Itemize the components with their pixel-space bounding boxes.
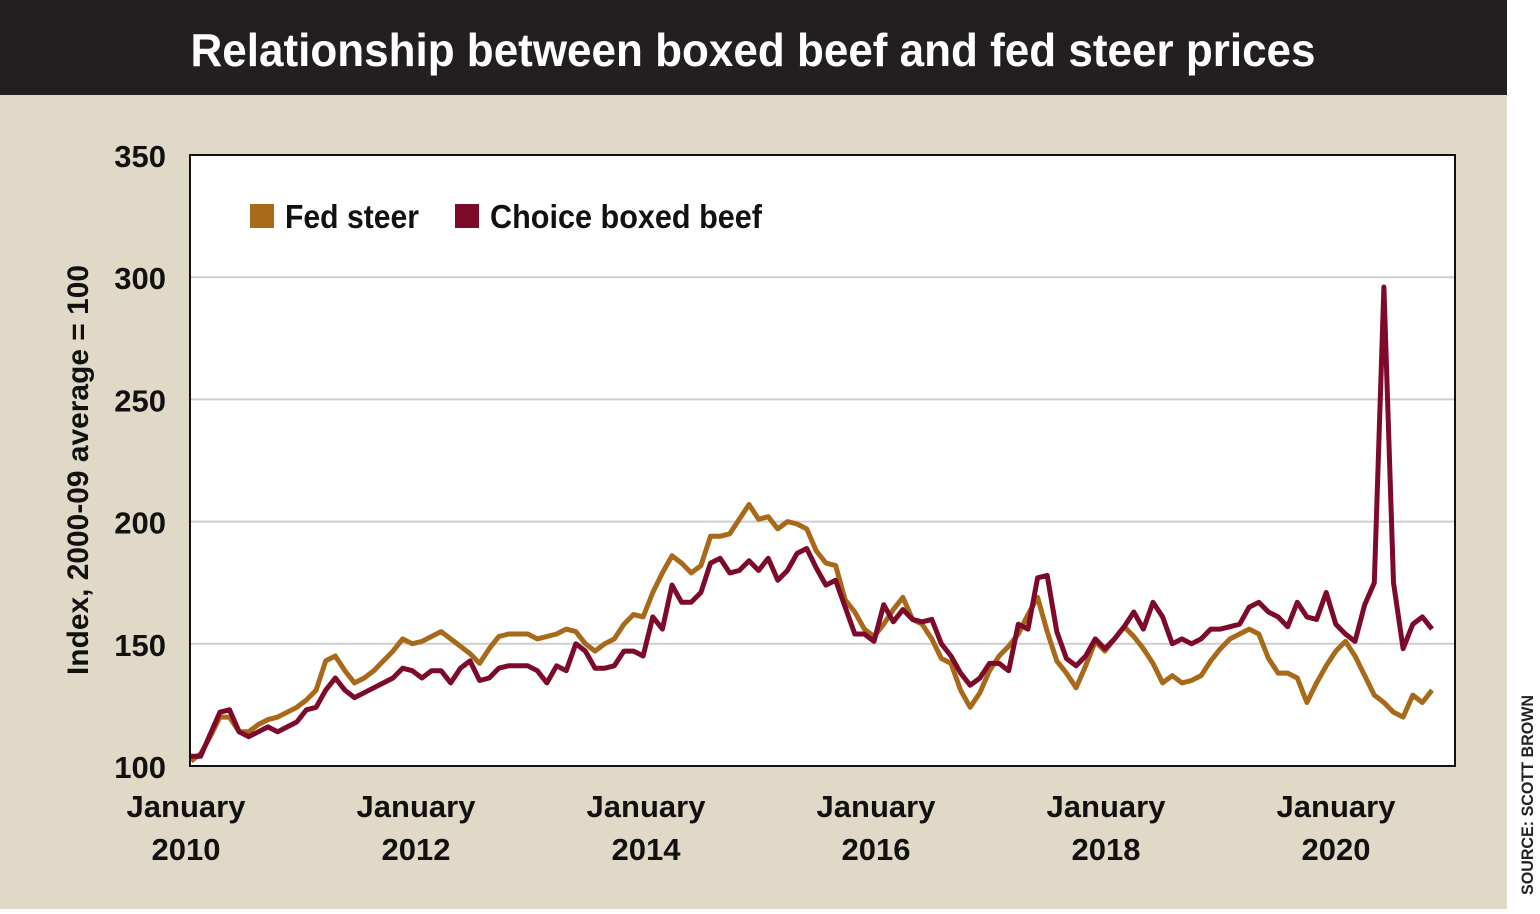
x-tick-year: 2012	[382, 832, 451, 867]
plot-area	[190, 155, 1455, 766]
x-tick-month: January	[127, 789, 247, 824]
legend: Fed steer Choice boxed beef	[250, 198, 763, 235]
y-tick-label: 250	[114, 383, 166, 418]
legend-swatch-fed-steer	[250, 204, 274, 228]
legend-label-fed-steer: Fed steer	[285, 198, 419, 235]
y-axis-label: Index, 2000-09 average = 100	[62, 265, 95, 675]
x-tick-year: 2018	[1072, 832, 1141, 867]
x-tick-year: 2010	[152, 832, 221, 867]
chart-title: Relationship between boxed beef and fed …	[191, 24, 1316, 76]
x-tick-month: January	[1047, 789, 1167, 824]
x-tick-month: January	[357, 789, 477, 824]
legend-swatch-choice-boxed-beef	[455, 204, 479, 228]
y-tick-label: 200	[114, 506, 166, 541]
x-tick-year: 2014	[612, 832, 682, 867]
y-tick-label: 350	[114, 139, 166, 174]
y-tick-label: 100	[114, 750, 166, 785]
source-credit: SOURCE: SCOTT BROWN	[1518, 695, 1537, 895]
y-tick-label: 150	[114, 628, 166, 663]
x-tick-month: January	[587, 789, 707, 824]
y-tick-label: 300	[114, 261, 166, 296]
x-tick-month: January	[1277, 789, 1397, 824]
x-tick-month: January	[817, 789, 937, 824]
x-tick-year: 2020	[1302, 832, 1371, 867]
x-tick-year: 2016	[842, 832, 911, 867]
legend-label-choice-boxed-beef: Choice boxed beef	[490, 198, 763, 235]
